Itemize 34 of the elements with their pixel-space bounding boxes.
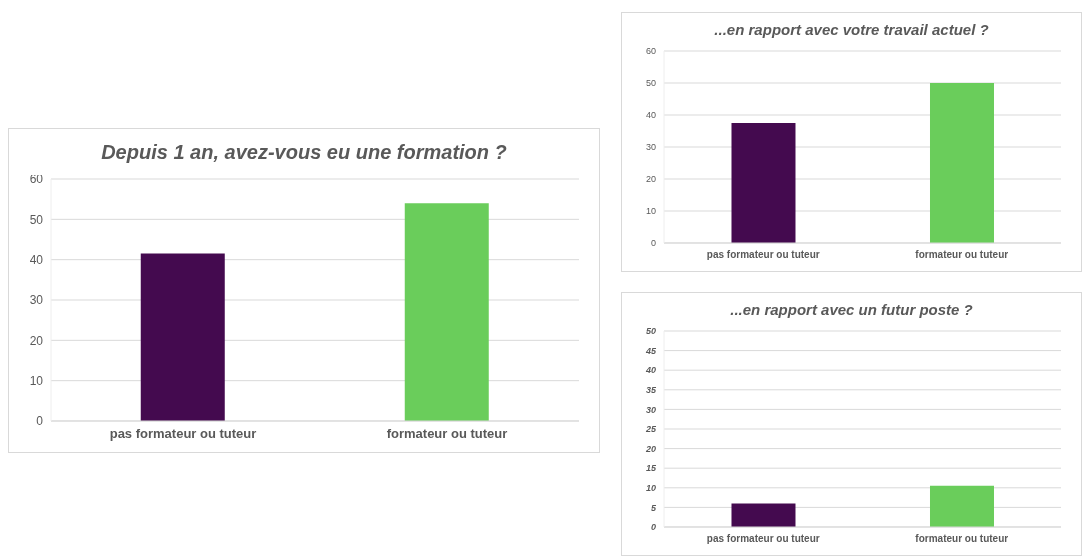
y-tick-label: 50 [645, 78, 656, 89]
chart-title: Depuis 1 an, avez-vous eu une formation ? [101, 141, 507, 163]
y-tick-label: 0 [650, 522, 656, 533]
y-tick-label: 10 [645, 206, 656, 217]
x-tick-label: pas formateur ou tuteur [706, 533, 820, 545]
y-tick-label: 20 [29, 333, 44, 348]
y-tick-label: 0 [36, 414, 44, 429]
y-tick-label: 10 [645, 482, 656, 493]
y-tick-label: 10 [29, 373, 44, 388]
y-tick-label: 35 [645, 384, 657, 395]
y-tick-label: 30 [645, 404, 656, 415]
x-tick-label: pas formateur ou tuteur [706, 249, 820, 261]
y-tick-label: 45 [644, 345, 657, 356]
y-tick-label: 50 [29, 212, 44, 227]
y-tick-label: 20 [644, 443, 656, 454]
y-tick-label: 15 [645, 463, 657, 474]
y-tick-label: 25 [644, 424, 657, 435]
x-tick-label: formateur ou tuteur [386, 426, 508, 442]
chart-title: ...en rapport avec un futur poste ? [729, 300, 974, 320]
chart-title: ...en rapport avec votre travail actuel ? [713, 20, 990, 40]
y-tick-label: 60 [645, 46, 656, 57]
y-tick-label: 40 [644, 365, 656, 376]
y-tick-label: 20 [645, 174, 656, 185]
y-tick-label: 50 [645, 326, 656, 337]
y-tick-label: 40 [645, 110, 656, 121]
y-tick-label: 0 [650, 238, 656, 249]
y-tick-label: 30 [645, 142, 656, 153]
x-tick-label: pas formateur ou tuteur [109, 426, 257, 442]
y-tick-label: 5 [650, 502, 657, 513]
y-tick-label: 60 [29, 172, 44, 187]
y-tick-label: 40 [29, 252, 44, 267]
x-tick-label: formateur ou tuteur [915, 533, 1009, 545]
y-tick-label: 30 [29, 293, 44, 308]
x-tick-label: formateur ou tuteur [915, 249, 1009, 261]
